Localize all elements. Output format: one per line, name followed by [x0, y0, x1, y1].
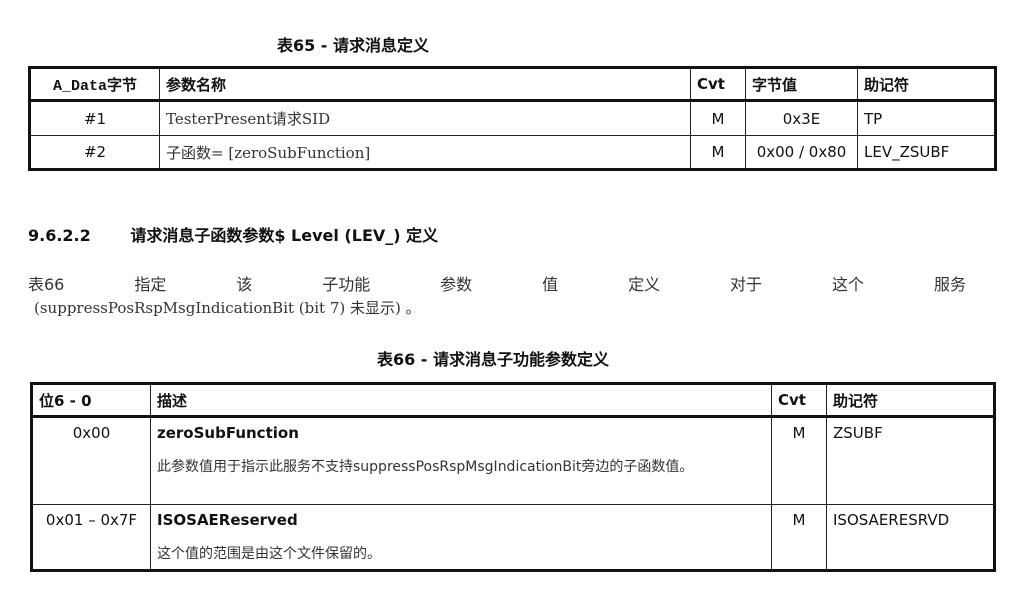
word: 值	[542, 275, 559, 294]
header-cell: Cvt	[690, 67, 746, 102]
word: 参数	[440, 275, 473, 294]
header-cell: 参数名称	[159, 67, 691, 102]
row-description: 此参数值用于指示此服务不支持suppressPosRspMsgIndicatio…	[157, 459, 694, 475]
cell: ISOSAEReserved 这个值的范围是由这个文件保留的。	[150, 504, 772, 571]
table-row: 0x00 zeroSubFunction 此参数值用于指示此服务不支持suppre…	[31, 416, 995, 505]
section-number: 9.6.2.2	[28, 226, 91, 245]
cell: #2	[29, 135, 160, 170]
cell: ZSUBF	[826, 416, 995, 505]
table66: 位6 - 0 描述 Cvt 助记符 0x00 zeroSubFunction 此参…	[30, 382, 996, 572]
header-cell: 位6 - 0	[31, 383, 151, 418]
cell: M	[771, 504, 827, 571]
header-cell: Cvt	[771, 383, 827, 418]
table65: A_Data字节 参数名称 Cvt 字节值 助记符 #1 TesterPrese…	[28, 66, 997, 171]
row-description: 这个值的范围是由这个文件保留的。	[157, 546, 381, 562]
word: 指定	[134, 275, 167, 294]
table66-title: 表66 - 请求消息子功能参数定义	[376, 350, 610, 369]
cell: LEV_ZSUBF	[857, 135, 996, 170]
cell: M	[771, 416, 827, 505]
cell: 0x01 – 0x7F	[31, 504, 151, 571]
table-row: 0x01 – 0x7F ISOSAEReserved 这个值的范围是由这个文件保留…	[31, 504, 995, 571]
cell: 子函数= [zeroSubFunction]	[159, 135, 691, 170]
cell: #1	[29, 100, 160, 136]
word: 表66	[28, 275, 65, 294]
cell: TP	[857, 100, 996, 136]
word: 该	[236, 275, 253, 294]
word: 服务	[933, 275, 966, 294]
header-cell: 字节值	[745, 67, 858, 102]
paragraph-line1: 表66 指定 该 子功能 参数 值 定义 对于 这个 服务	[28, 271, 966, 295]
table-header: 位6 - 0 描述 Cvt 助记符	[31, 383, 995, 418]
cell: 0x00	[31, 416, 151, 505]
cell: 0x3E	[745, 100, 858, 136]
cell: M	[690, 135, 746, 170]
row-name: ISOSAEReserved	[157, 511, 298, 529]
cell: M	[690, 100, 746, 136]
table-header: A_Data字节 参数名称 Cvt 字节值 助记符	[29, 67, 996, 102]
paragraph-line2: (suppressPosRspMsgIndicationBit (bit 7) …	[34, 299, 421, 317]
table-row: #2 子函数= [zeroSubFunction] M 0x00 / 0x80 …	[29, 135, 996, 170]
word: 这个	[831, 275, 864, 294]
header-cell: A_Data字节	[29, 67, 160, 102]
cell: zeroSubFunction 此参数值用于指示此服务不支持suppressPos…	[150, 416, 772, 505]
cell: ISOSAERESRVD	[826, 504, 995, 571]
table-row: #1 TesterPresent请求SID M 0x3E TP	[29, 100, 996, 136]
header-cell: 助记符	[857, 67, 996, 102]
row-name: zeroSubFunction	[157, 424, 299, 442]
cell: TesterPresent请求SID	[159, 100, 691, 136]
table65-title: 表65 - 请求消息定义	[276, 36, 430, 55]
header-cell: 描述	[150, 383, 772, 418]
word: 定义	[628, 275, 661, 294]
section-title: 请求消息子函数参数$ Level (LEV_) 定义	[130, 226, 439, 245]
cell: 0x00 / 0x80	[745, 135, 858, 170]
header-cell: 助记符	[826, 383, 995, 418]
section-heading: 9.6.2.2 请求消息子函数参数$ Level (LEV_) 定义	[28, 222, 438, 246]
word: 子功能	[322, 275, 371, 294]
word: 对于	[730, 275, 763, 294]
